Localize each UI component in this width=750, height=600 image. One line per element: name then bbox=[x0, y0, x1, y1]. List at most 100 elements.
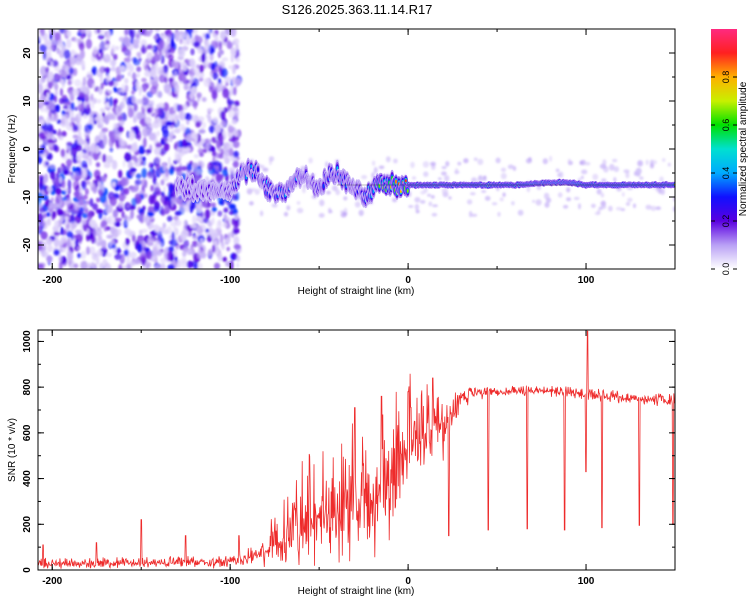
spectrogram-cell bbox=[45, 161, 49, 166]
spectrogram-cell bbox=[84, 207, 89, 214]
spectrogram-cell bbox=[414, 197, 421, 203]
spectrogram-cell bbox=[180, 202, 187, 213]
spectrogram-cell bbox=[131, 155, 137, 161]
spectrogram-cell bbox=[79, 29, 85, 34]
spectrogram-cell bbox=[38, 182, 43, 192]
spectrogram-cell bbox=[192, 240, 198, 248]
spectrogram-cell bbox=[296, 201, 301, 205]
spectrogram-cell bbox=[70, 147, 78, 157]
spectrogram-cell bbox=[549, 155, 553, 162]
spectrogram-cell bbox=[216, 140, 221, 149]
spectrogram-cell bbox=[106, 204, 113, 214]
spectrogram-cell bbox=[162, 162, 167, 172]
spectrogram-cell bbox=[160, 179, 165, 186]
spectrogram-cell bbox=[196, 262, 203, 269]
spectrogram-cell bbox=[613, 166, 620, 173]
spectrogram-cell bbox=[233, 213, 240, 220]
spectrogram-cell bbox=[212, 116, 219, 124]
spectrogram-cell bbox=[150, 105, 154, 113]
spectrogram-cell bbox=[182, 64, 188, 72]
spectrogram-cell bbox=[118, 169, 123, 179]
spectrogram-cell bbox=[122, 159, 126, 168]
tick-label: -100 bbox=[220, 275, 240, 286]
spectrogram-cell bbox=[67, 237, 71, 248]
spectrogram-cell bbox=[115, 105, 120, 115]
spectrogram-cell bbox=[72, 88, 80, 96]
spectrogram-cell bbox=[231, 76, 236, 85]
spectrogram-cell bbox=[215, 246, 220, 253]
spectrogram-cell bbox=[168, 77, 174, 83]
spectrogram-cell bbox=[502, 192, 506, 197]
spectrogram-cell bbox=[120, 221, 125, 227]
tick-label: -20 bbox=[22, 237, 33, 252]
spectrogram-cell bbox=[645, 204, 652, 210]
spectrogram-cell bbox=[205, 138, 212, 145]
spectrogram-cell bbox=[65, 38, 72, 49]
spectrogram-cell bbox=[39, 176, 44, 182]
spectrogram-cell bbox=[132, 71, 136, 81]
spectrogram-cell bbox=[41, 77, 45, 82]
spectrogram-cell bbox=[163, 142, 170, 152]
spectrogram-cell bbox=[200, 72, 205, 78]
spectrogram-cell bbox=[75, 229, 82, 234]
spectrogram-cell bbox=[211, 217, 215, 225]
spectrogram-cell bbox=[191, 131, 198, 140]
spectrogram-cell bbox=[108, 96, 114, 107]
spectrogram-cell bbox=[90, 262, 95, 268]
spectrogram-cell bbox=[66, 158, 73, 167]
spectrogram-cell bbox=[38, 149, 41, 156]
spectrogram-cell bbox=[50, 38, 57, 47]
spectrogram-cell bbox=[220, 148, 225, 156]
spectrogram-cell bbox=[88, 182, 96, 188]
spectrogram-cell bbox=[53, 231, 61, 236]
spectrogram-cell bbox=[210, 202, 216, 208]
spectrogram-cell bbox=[78, 92, 86, 99]
spectrogram-cell bbox=[95, 145, 100, 154]
spectrogram-ridge-cell bbox=[406, 189, 409, 193]
spectrogram-cell bbox=[208, 228, 214, 237]
spectrogram-cell bbox=[170, 47, 175, 54]
spectrogram-cell bbox=[106, 234, 114, 239]
spectrogram-cell bbox=[45, 238, 53, 245]
spectrogram-cell bbox=[206, 114, 211, 119]
spectrogram-cell bbox=[145, 149, 152, 154]
spectrogram-cell bbox=[231, 119, 238, 125]
spectrogram-cell bbox=[82, 203, 87, 209]
spectrogram-cell bbox=[542, 158, 548, 165]
spectrogram-cell bbox=[46, 255, 53, 263]
colorbar-bar bbox=[711, 29, 737, 269]
spectrogram-cell bbox=[173, 84, 180, 95]
spectrogram-cell bbox=[44, 173, 49, 183]
tick-label: 0 bbox=[405, 275, 411, 286]
spectrogram-cell bbox=[428, 201, 433, 207]
spectrogram-cell bbox=[148, 123, 154, 129]
spectrogram-cell bbox=[234, 57, 241, 63]
spectrogram-cell bbox=[193, 263, 198, 269]
spectrogram-cell bbox=[221, 57, 229, 62]
spectrogram-cell bbox=[567, 158, 572, 164]
spectrogram-cell bbox=[141, 77, 147, 83]
spectrogram-cell bbox=[65, 197, 72, 208]
spectrogram-cell bbox=[213, 262, 221, 269]
spectrogram-cell bbox=[227, 125, 235, 133]
spectrogram-cell bbox=[57, 240, 64, 246]
spectrogram-cell bbox=[164, 76, 168, 84]
spectrogram-cell bbox=[220, 30, 226, 40]
spectrogram-cell bbox=[143, 246, 147, 252]
spectrogram-cell bbox=[52, 202, 58, 210]
spectrogram-cell bbox=[615, 206, 623, 211]
spectrogram-cell bbox=[192, 215, 197, 225]
spectrogram-cell bbox=[117, 115, 123, 121]
spectrogram-cell bbox=[124, 152, 132, 163]
spectrogram-cell bbox=[175, 245, 180, 251]
spectrogram-cell bbox=[581, 169, 588, 175]
spectrogram-cell bbox=[61, 64, 67, 71]
spectrogram-cell bbox=[195, 121, 201, 128]
spectrogram-cell bbox=[221, 67, 228, 78]
spectrogram-cell bbox=[481, 190, 487, 193]
spectrogram-cell bbox=[218, 162, 223, 173]
spectrogram-cell bbox=[125, 96, 132, 106]
spectrogram-cell bbox=[110, 226, 116, 235]
spectrogram-cell bbox=[411, 176, 417, 180]
spectrogram-cell bbox=[165, 120, 173, 127]
